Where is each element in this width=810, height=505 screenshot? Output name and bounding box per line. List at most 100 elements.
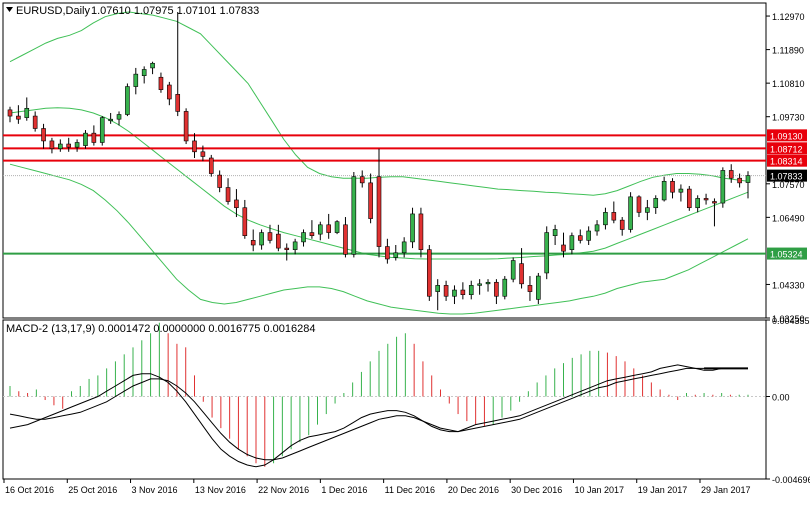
bull-candle bbox=[401, 241, 407, 254]
bull-candle bbox=[334, 221, 340, 233]
bull-candle bbox=[58, 143, 63, 149]
bull-candle bbox=[108, 118, 113, 122]
bull-candle bbox=[301, 232, 306, 243]
bear-candle bbox=[183, 111, 189, 142]
bear-candle bbox=[200, 151, 206, 157]
bull-candle bbox=[502, 278, 508, 297]
bear-candle bbox=[242, 207, 248, 236]
bull-candle bbox=[745, 175, 751, 183]
bull-candle bbox=[24, 108, 30, 118]
bull-candle bbox=[552, 229, 558, 236]
bear-candle bbox=[712, 201, 717, 204]
bear-candle bbox=[670, 181, 675, 193]
axis-labels: 1.09130 1.08712 1.08314 1.05324 1.07833 1.129… bbox=[3, 12, 810, 495]
bull-candle bbox=[477, 283, 482, 286]
bear-candle bbox=[385, 246, 390, 260]
bear-candle bbox=[619, 219, 625, 230]
bull-candle bbox=[74, 142, 80, 148]
date-tick-label: 10 Jan 2017 bbox=[574, 485, 624, 495]
bear-candle bbox=[16, 115, 21, 120]
level-price-tag bbox=[767, 129, 807, 142]
level-price-tag bbox=[767, 154, 807, 167]
dropdown-triangle-icon[interactable] bbox=[6, 7, 13, 12]
macd-main-line bbox=[9, 364, 748, 468]
bull-candle bbox=[317, 224, 323, 235]
symbol-label: EURUSD,Daily bbox=[16, 5, 90, 17]
bull-candle bbox=[410, 213, 415, 243]
bull-candle bbox=[544, 232, 550, 274]
bear-candle bbox=[267, 232, 273, 241]
bull-candle bbox=[468, 285, 474, 296]
bull-candle bbox=[678, 188, 684, 193]
bull-candle bbox=[536, 275, 541, 300]
level-price-label: 1.08314 bbox=[770, 157, 803, 167]
current-price-tag bbox=[767, 169, 807, 182]
bear-candle bbox=[686, 188, 692, 209]
price-tick-label: 1.04330 bbox=[772, 280, 805, 290]
bear-candle bbox=[250, 240, 256, 246]
bear-candle bbox=[7, 109, 13, 117]
horizontal-levels[interactable] bbox=[3, 134, 766, 255]
bull-candle bbox=[628, 196, 633, 230]
price-tick-label: 1.12970 bbox=[772, 12, 805, 22]
bull-candle bbox=[485, 281, 491, 285]
bear-candle bbox=[577, 235, 583, 241]
price-tick-label: 1.06490 bbox=[772, 213, 805, 223]
date-tick-label: 22 Nov 2016 bbox=[258, 485, 309, 495]
price-tick-label: 1.07570 bbox=[772, 180, 805, 190]
bear-candle bbox=[192, 140, 197, 153]
price-tick-label: 1.11890 bbox=[772, 46, 804, 56]
bull-candle bbox=[661, 181, 667, 201]
bear-candle bbox=[208, 157, 214, 174]
bear-candle bbox=[175, 94, 181, 112]
bear-candle bbox=[368, 182, 373, 219]
bull-candle bbox=[259, 232, 264, 246]
bull-candle bbox=[720, 170, 726, 204]
bear-candle bbox=[359, 176, 365, 184]
bull-candle bbox=[133, 73, 139, 87]
bear-candle bbox=[703, 198, 709, 201]
bull-candle bbox=[645, 207, 650, 213]
bull-candle bbox=[125, 86, 130, 115]
bear-candle bbox=[527, 285, 533, 292]
bear-candle bbox=[737, 177, 742, 184]
bear-candle bbox=[32, 115, 38, 129]
price-tick-label: 1.09730 bbox=[772, 113, 805, 123]
ohlc-values: 1.07610 1.07975 1.07101 1.07833 bbox=[91, 5, 259, 17]
date-tick-label: 20 Dec 2016 bbox=[448, 485, 499, 495]
macd-tick-label: -0.004696 bbox=[772, 475, 810, 485]
date-tick-label: 16 Oct 2016 bbox=[5, 485, 54, 495]
bull-candle bbox=[695, 198, 700, 209]
level-price-label: 1.09130 bbox=[770, 131, 803, 141]
date-tick-label: 3 Nov 2016 bbox=[132, 485, 178, 495]
macd-panel-frame bbox=[2, 319, 767, 480]
bull-candle bbox=[435, 285, 441, 292]
bear-candle bbox=[217, 174, 222, 188]
bear-candle bbox=[41, 128, 46, 142]
bear-candle bbox=[636, 196, 642, 213]
bull-candle bbox=[569, 235, 575, 250]
price-tick-label: 1.03250 bbox=[772, 314, 805, 324]
level-price-label: 1.08712 bbox=[770, 144, 803, 154]
price-candles bbox=[7, 12, 751, 311]
bear-candle bbox=[728, 170, 734, 179]
level-price-tag bbox=[767, 247, 807, 260]
bear-candle bbox=[519, 263, 524, 285]
level-price-label: 1.05324 bbox=[770, 250, 803, 260]
bull-candle bbox=[292, 241, 298, 250]
bull-candle bbox=[510, 260, 516, 280]
bear-candle bbox=[284, 247, 290, 250]
macd-panel bbox=[3, 322, 766, 468]
bull-candle bbox=[586, 230, 591, 241]
macd-tick-label: 0.00 bbox=[772, 393, 790, 403]
bear-candle bbox=[494, 281, 499, 297]
macd-signal-line bbox=[9, 367, 748, 461]
bull-candle bbox=[594, 224, 600, 232]
bull-candle bbox=[452, 289, 457, 297]
bollinger-lower-line bbox=[9, 163, 749, 315]
current-price-label: 1.07833 bbox=[770, 172, 803, 182]
bull-candle bbox=[351, 176, 357, 255]
bull-candle bbox=[83, 132, 88, 146]
